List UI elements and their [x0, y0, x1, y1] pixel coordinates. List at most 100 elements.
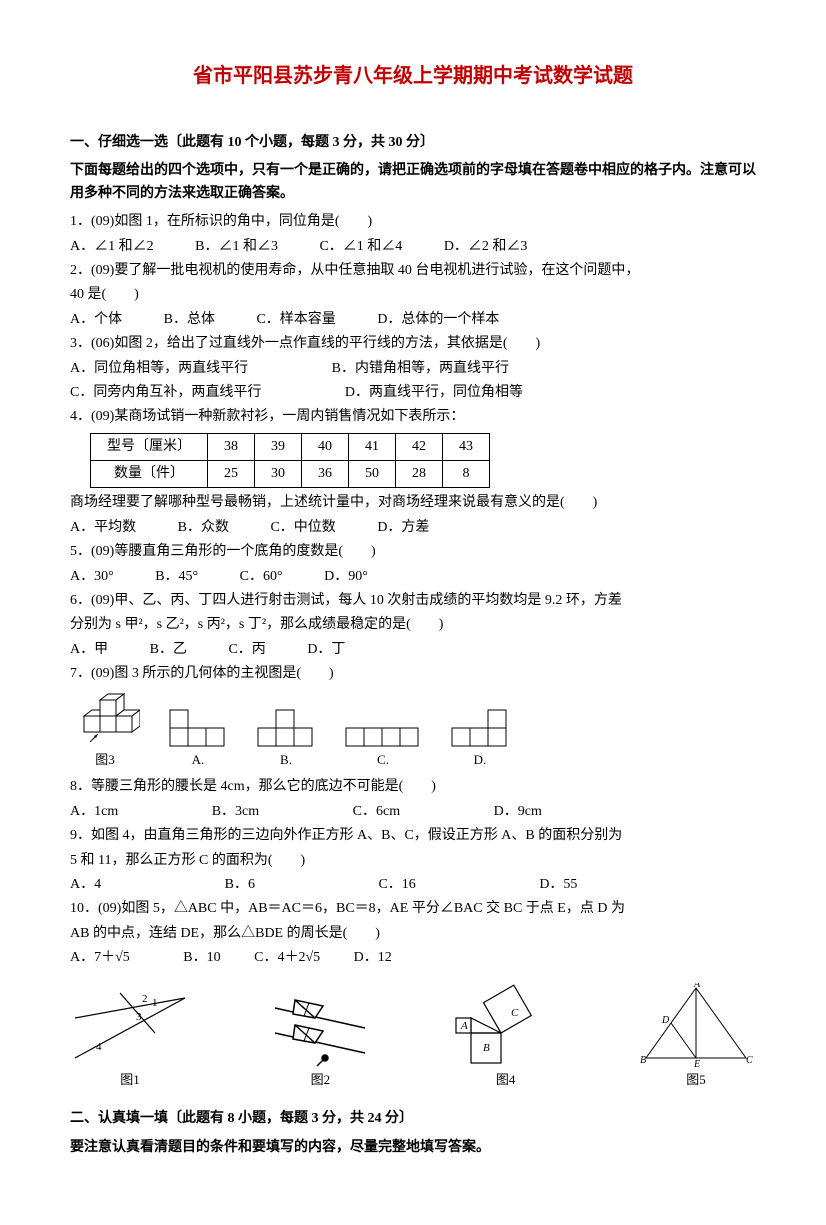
q3-opt-a: A．同位角相等，两直线平行	[70, 358, 248, 380]
q3-opt-d: D．两直线平行，同位角相等	[345, 382, 523, 404]
cell: 36	[302, 461, 349, 488]
svg-text:D: D	[661, 1015, 670, 1026]
fig5: A D B E C 图5	[636, 983, 756, 1091]
q8-opt-b: B．3cm	[212, 801, 259, 823]
q9-opt-d: D．55	[539, 874, 577, 896]
cell: 型号〔厘米〕	[91, 433, 208, 460]
q2-opt-d: D．总体的一个样本	[377, 309, 499, 331]
q10-text1: 10．(09)如图 5，△ABC 中，AB＝AC＝6，BC＝8，AE 平分∠BA…	[70, 898, 756, 920]
q4-text: 4．(09)某商场试销一种新款衬衫，一周内销售情况如下表所示：	[70, 406, 756, 428]
q6-opt-b: B．乙	[150, 639, 187, 661]
q3-opt-c: C．同旁内角互补，两直线平行	[70, 382, 261, 404]
q6-text1: 6．(09)甲、乙、丙、丁四人进行射击测试，每人 10 次射击成绩的平均数均是 …	[70, 590, 756, 612]
q3-opt-b: B．内错角相等，两直线平行	[332, 358, 509, 380]
fig3-3d: 图3	[70, 692, 140, 771]
cell: 50	[349, 461, 396, 488]
section1-head: 一、仔细选一选〔此题有 10 个小题，每题 3 分，共 30 分〕	[70, 132, 756, 154]
section1-instruction: 下面每题给出的四个选项中，只有一个是正确的，请把正确选项前的字母填在答题卷中相应…	[70, 160, 756, 205]
svg-text:C: C	[746, 1055, 753, 1066]
q4-table: 型号〔厘米〕 38 39 40 41 42 43 数量〔件〕 25 30 36 …	[90, 433, 490, 489]
q1-opt-b: B．∠1 和∠3	[195, 236, 278, 258]
q1-opt-d: D．∠2 和∠3	[444, 236, 528, 258]
fig4: A B C 图4	[451, 978, 561, 1091]
q5-opt-b: B．45°	[155, 566, 198, 588]
svg-text:C: C	[511, 1007, 519, 1019]
q10-opt-b: B．10	[183, 947, 220, 969]
q4-after: 商场经理要了解哪种型号最畅销，上述统计量中，对商场经理来说最有意义的是( )	[70, 492, 756, 514]
q1-opt-c: C．∠1 和∠4	[319, 236, 402, 258]
q9-text2: 5 和 11，那么正方形 C 的面积为( )	[70, 850, 756, 872]
q6-options: A．甲 B．乙 C．丙 D．丁	[70, 639, 756, 661]
cell: 25	[208, 461, 255, 488]
table-row: 数量〔件〕 25 30 36 50 28 8	[91, 461, 490, 488]
q7-figures: 图3 A. B.	[70, 692, 756, 771]
q4-opt-c: C．中位数	[270, 517, 335, 539]
section2-head: 二、认真填一填〔此题有 8 小题，每题 3 分，共 24 分〕	[70, 1108, 756, 1130]
q10-options: A．7＋√5 B．10 C．4＋2√5 D．12	[70, 947, 756, 969]
q3-options-row1: A．同位角相等，两直线平行 B．内错角相等，两直线平行	[70, 358, 756, 380]
q8-opt-d: D．9cm	[494, 801, 542, 823]
fig2-label: 图2	[265, 1070, 375, 1091]
section2-instruction: 要注意认真看清题目的条件和要填写的内容，尽量完整地填写答案。	[70, 1137, 756, 1159]
q4-opt-b: B．众数	[178, 517, 229, 539]
q8-options: A．1cm B．3cm C．6cm D．9cm	[70, 801, 756, 823]
q8-opt-c: C．6cm	[353, 801, 400, 823]
q9-opt-c: C．16	[378, 874, 415, 896]
fig1-label: 图1	[70, 1070, 190, 1091]
cell: 38	[208, 433, 255, 460]
q1-text: 1．(09)如图 1，在所标识的角中，同位角是( )	[70, 211, 756, 233]
q6-opt-d: D．丁	[307, 639, 345, 661]
cell: 41	[349, 433, 396, 460]
q9-text1: 9．如图 4，由直角三角形的三边向外作正方形 A、B、C，假设正方形 A、B 的…	[70, 825, 756, 847]
fig2: 图2	[265, 988, 375, 1091]
q4-opt-a: A．平均数	[70, 517, 136, 539]
q5-opt-c: C．60°	[240, 566, 283, 588]
q10-opt-c: C．4＋2√5	[254, 947, 320, 969]
q10-opt-d: D．12	[354, 947, 392, 969]
q9-options: A．4 B．6 C．16 D．55	[70, 874, 756, 896]
cell: 数量〔件〕	[91, 461, 208, 488]
fig1: 2 1 3 4 图1	[70, 988, 190, 1091]
svg-text:A: A	[460, 1020, 468, 1032]
fig5-label: 图5	[636, 1070, 756, 1091]
q5-text: 5．(09)等腰直角三角形的一个底角的度数是( )	[70, 541, 756, 563]
bottom-figures: 2 1 3 4 图1 图2	[70, 978, 756, 1091]
q4-options: A．平均数 B．众数 C．中位数 D．方差	[70, 517, 756, 539]
cell: 30	[255, 461, 302, 488]
fig3-label: 图3	[70, 750, 140, 771]
q2-opt-b: B．总体	[164, 309, 215, 331]
q2-opt-c: C．样本容量	[256, 309, 335, 331]
svg-text:4: 4	[96, 1041, 102, 1053]
q5-opt-d: D．90°	[324, 566, 368, 588]
svg-text:1: 1	[152, 997, 158, 1009]
q2-options: A．个体 B．总体 C．样本容量 D．总体的一个样本	[70, 309, 756, 331]
q10-opt-a: A．7＋√5	[70, 947, 130, 969]
q3-options-row2: C．同旁内角互补，两直线平行 D．两直线平行，同位角相等	[70, 382, 756, 404]
q2-text1: 2．(09)要了解一批电视机的使用寿命，从中任意抽取 40 台电视机进行试验，在…	[70, 260, 756, 282]
cell: 40	[302, 433, 349, 460]
exam-title: 省市平阳县苏步青八年级上学期期中考试数学试题	[70, 60, 756, 92]
q1-options: A．∠1 和∠2 B．∠1 和∠3 C．∠1 和∠4 D．∠2 和∠3	[70, 236, 756, 258]
q5-opt-a: A．30°	[70, 566, 114, 588]
svg-text:3: 3	[136, 1011, 142, 1023]
svg-text:A: A	[693, 983, 701, 990]
q7-opt-d-label: D.	[450, 750, 510, 771]
q3-text: 3．(06)如图 2，给出了过直线外一点作直线的平行线的方法，其依据是( )	[70, 333, 756, 355]
svg-text:2: 2	[142, 993, 148, 1005]
q9-opt-b: B．6	[225, 874, 255, 896]
q9-opt-a: A．4	[70, 874, 101, 896]
fig4-label: 图4	[451, 1070, 561, 1091]
q2-text2: 40 是( )	[70, 284, 756, 306]
q7-opt-a-label: A.	[168, 750, 228, 771]
svg-text:B: B	[640, 1055, 646, 1066]
q7-opt-b-label: B.	[256, 750, 316, 771]
svg-text:E: E	[693, 1059, 700, 1068]
q7-opt-b-fig: B.	[256, 708, 316, 771]
cell: 39	[255, 433, 302, 460]
q7-opt-c-fig: C.	[344, 708, 422, 771]
cell: 42	[396, 433, 443, 460]
q4-opt-d: D．方差	[377, 517, 429, 539]
q10-text2: AB 的中点，连结 DE，那么△BDE 的周长是( )	[70, 923, 756, 945]
q7-opt-d-fig: D.	[450, 708, 510, 771]
q7-text: 7．(09)图 3 所示的几何体的主视图是( )	[70, 663, 756, 685]
